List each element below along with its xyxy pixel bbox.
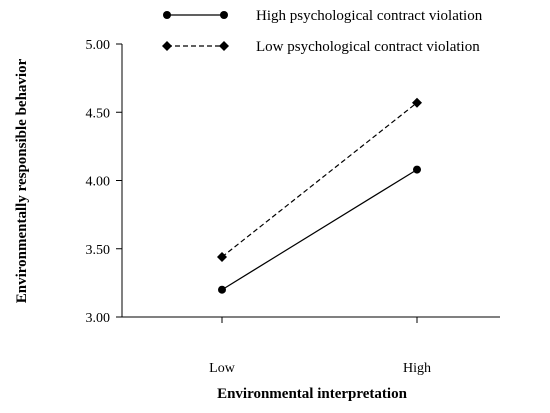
axes (121, 44, 500, 318)
data-point-circle (218, 285, 226, 294)
y-axis-title: Environmentally responsible behavior (14, 58, 30, 303)
series-line (221, 169, 418, 291)
x-ticks: Low High (209, 317, 431, 376)
data-point-diamond (412, 97, 422, 108)
legend-label-low-violation: Low psychological contract violation (256, 39, 480, 55)
x-tick-label: High (403, 361, 431, 376)
y-tick-label: 4.00 (86, 175, 111, 190)
legend-marker-high-violation-end (220, 11, 228, 19)
y-ticks: 3.00 3.50 4.00 4.50 5.00 (86, 38, 122, 326)
y-tick-label: 4.50 (86, 106, 111, 121)
legend-marker-low-violation-end (219, 41, 229, 51)
legend: High psychological contract violation Lo… (162, 8, 483, 55)
y-tick-label: 5.00 (86, 38, 111, 53)
series-high-violation (218, 165, 421, 294)
x-axis-title: Environmental interpretation (217, 386, 408, 402)
legend-marker-low-violation (162, 41, 172, 51)
data-point-circle (413, 165, 421, 174)
series-low-violation (217, 97, 422, 262)
data-point-diamond (217, 251, 227, 262)
series-line (221, 102, 418, 258)
legend-item-high-violation: High psychological contract violation (163, 8, 483, 24)
plot-series (217, 97, 422, 294)
legend-marker-high-violation (163, 11, 171, 19)
legend-label-high-violation: High psychological contract violation (256, 8, 483, 24)
y-tick-label: 3.00 (86, 311, 111, 326)
x-tick-label: Low (209, 361, 236, 376)
y-tick-label: 3.50 (86, 243, 111, 258)
legend-item-low-violation: Low psychological contract violation (162, 39, 480, 55)
